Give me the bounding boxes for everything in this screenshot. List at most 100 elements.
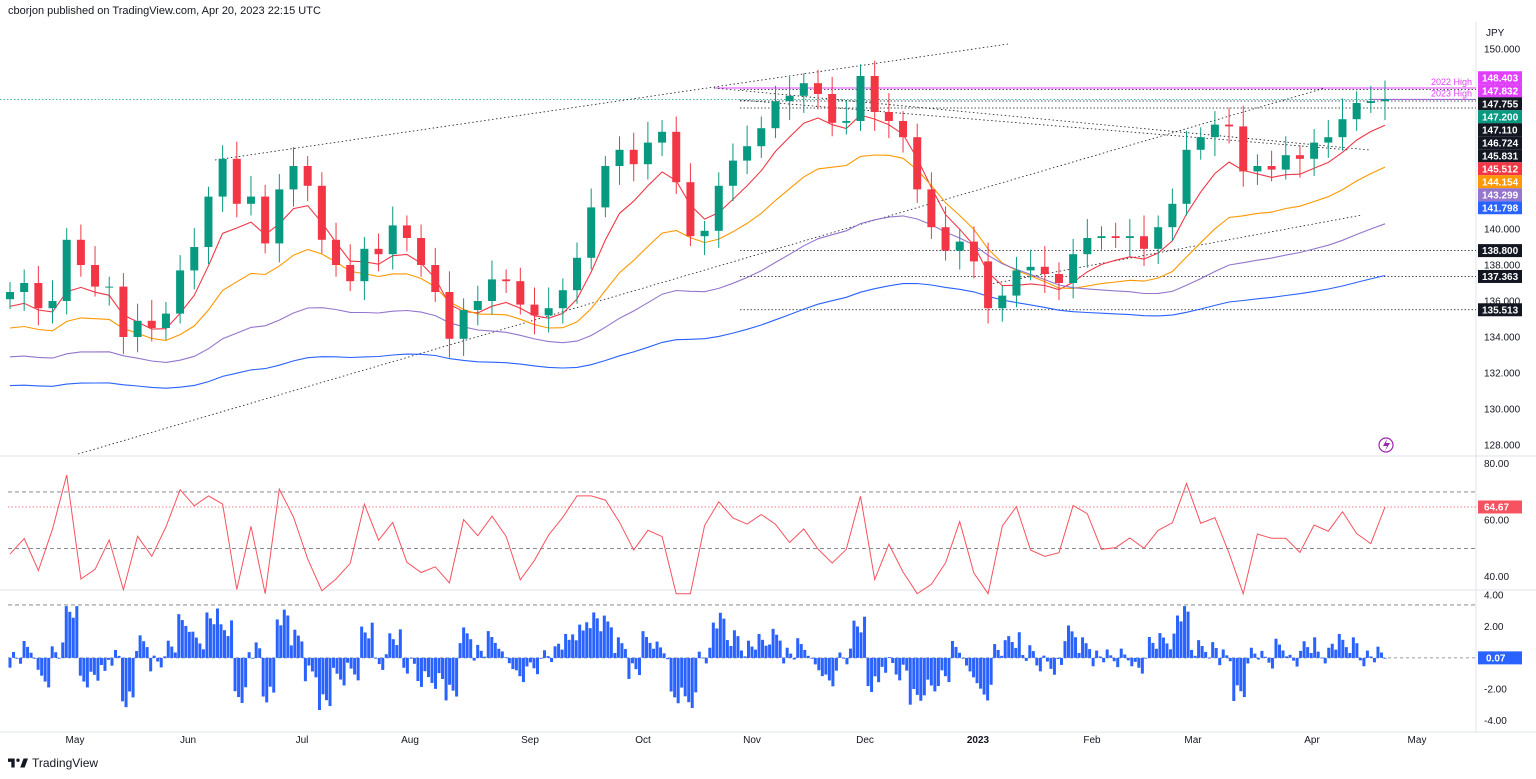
candle-body[interactable] xyxy=(34,283,43,309)
candle-body[interactable] xyxy=(459,310,468,339)
candle-body[interactable] xyxy=(728,160,737,186)
candle-body[interactable] xyxy=(1324,137,1333,143)
candle-body[interactable] xyxy=(402,225,411,238)
candle-body[interactable] xyxy=(119,286,128,337)
candle-body[interactable] xyxy=(658,131,667,143)
candle-body[interactable] xyxy=(346,265,355,282)
candle-body[interactable] xyxy=(1253,166,1262,172)
candle-body[interactable] xyxy=(757,128,766,147)
candle-body[interactable] xyxy=(870,76,879,112)
candle-body[interactable] xyxy=(558,290,567,309)
candle-body[interactable] xyxy=(1352,103,1361,120)
candle-body[interactable] xyxy=(615,149,624,166)
candle-body[interactable] xyxy=(998,295,1007,309)
candle-body[interactable] xyxy=(686,182,695,237)
candle-body[interactable] xyxy=(941,227,950,251)
candle-body[interactable] xyxy=(473,301,482,310)
candle-body[interactable] xyxy=(1154,227,1163,249)
candle-body[interactable] xyxy=(799,83,808,96)
candle-body[interactable] xyxy=(76,239,85,265)
candle-body[interactable] xyxy=(1366,101,1375,103)
candle-body[interactable] xyxy=(275,189,284,244)
candle-body[interactable] xyxy=(1182,149,1191,204)
candle-body[interactable] xyxy=(303,166,312,186)
candle-body[interactable] xyxy=(487,279,496,301)
candle-body[interactable] xyxy=(190,247,199,271)
candle-body[interactable] xyxy=(785,95,794,102)
candle-body[interactable] xyxy=(856,76,865,121)
candle-body[interactable] xyxy=(913,137,922,190)
candle-body[interactable] xyxy=(388,225,397,255)
candle-body[interactable] xyxy=(629,149,638,165)
candle-body[interactable] xyxy=(672,131,681,183)
candle-body[interactable] xyxy=(445,292,454,339)
candle-body[interactable] xyxy=(317,185,326,240)
candle-body[interactable] xyxy=(62,239,71,301)
candle-body[interactable] xyxy=(105,286,114,288)
candle-body[interactable] xyxy=(1111,236,1120,238)
candle-body[interactable] xyxy=(1281,155,1290,170)
candle-body[interactable] xyxy=(246,196,255,204)
candle-body[interactable] xyxy=(1239,126,1248,172)
candle-body[interactable] xyxy=(587,207,596,258)
candle-body[interactable] xyxy=(1069,254,1078,283)
candle-body[interactable] xyxy=(573,257,582,291)
candle-body[interactable] xyxy=(828,94,837,123)
candle-body[interactable] xyxy=(1140,236,1149,249)
candle-body[interactable] xyxy=(417,238,426,265)
candle-body[interactable] xyxy=(502,279,511,282)
candle-body[interactable] xyxy=(176,270,185,314)
candle-body[interactable] xyxy=(204,196,213,247)
candle-body[interactable] xyxy=(48,301,57,309)
candle-body[interactable] xyxy=(1125,236,1134,238)
candle-body[interactable] xyxy=(927,189,936,228)
candle-body[interactable] xyxy=(530,304,539,316)
candle-body[interactable] xyxy=(969,241,978,262)
candle-body[interactable] xyxy=(1040,266,1049,274)
candle-body[interactable] xyxy=(374,248,383,255)
candle-body[interactable] xyxy=(6,292,14,300)
candle-body[interactable] xyxy=(955,241,964,251)
candle-body[interactable] xyxy=(714,185,723,231)
candle-body[interactable] xyxy=(813,83,822,94)
candle-body[interactable] xyxy=(147,320,156,328)
candle-body[interactable] xyxy=(1196,137,1205,150)
candle-body[interactable] xyxy=(1012,270,1021,296)
candle-body[interactable] xyxy=(1026,266,1035,271)
candle-body[interactable] xyxy=(1083,238,1092,255)
candle-body[interactable] xyxy=(884,112,893,121)
candle-body[interactable] xyxy=(1295,155,1304,159)
candle-body[interactable] xyxy=(218,158,227,197)
candle-body[interactable] xyxy=(20,283,29,292)
candle-body[interactable] xyxy=(1338,119,1347,138)
candle-body[interactable] xyxy=(161,313,170,328)
candle-body[interactable] xyxy=(91,265,100,287)
event-flash-icon[interactable] xyxy=(1378,437,1394,453)
candle-body[interactable] xyxy=(232,158,241,204)
candle-body[interactable] xyxy=(1310,142,1319,159)
candle-body[interactable] xyxy=(1097,236,1106,238)
candle-body[interactable] xyxy=(771,101,780,129)
candle-body[interactable] xyxy=(431,265,440,292)
candle-body[interactable] xyxy=(261,196,270,244)
candle-body[interactable] xyxy=(133,320,142,337)
candle-body[interactable] xyxy=(700,230,709,237)
candle-body[interactable] xyxy=(1267,166,1276,170)
candle-body[interactable] xyxy=(1210,124,1219,138)
candle-body[interactable] xyxy=(544,308,553,316)
candle-body[interactable] xyxy=(1381,99,1389,102)
candle-body[interactable] xyxy=(1054,274,1063,283)
candle-body[interactable] xyxy=(842,121,851,123)
candle-body[interactable] xyxy=(289,166,298,190)
candle-body[interactable] xyxy=(984,261,993,309)
candle-body[interactable] xyxy=(899,121,908,138)
candle-body[interactable] xyxy=(1168,203,1177,228)
candle-body[interactable] xyxy=(360,248,369,282)
candle-body[interactable] xyxy=(743,146,752,161)
candle-body[interactable] xyxy=(1225,124,1234,127)
candle-body[interactable] xyxy=(332,239,341,265)
candle-body[interactable] xyxy=(601,166,610,208)
candle-body[interactable] xyxy=(643,142,652,165)
candle-body[interactable] xyxy=(516,281,525,305)
